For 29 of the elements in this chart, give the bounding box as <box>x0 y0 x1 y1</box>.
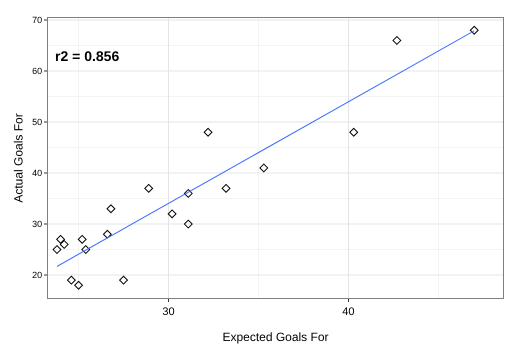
y-tick-label: 60 <box>32 66 42 76</box>
point <box>102 230 112 239</box>
y-tick-label: 70 <box>32 15 42 26</box>
y-tick-label: 20 <box>32 270 42 280</box>
point <box>81 245 90 254</box>
point <box>52 245 62 254</box>
point <box>74 280 83 290</box>
point <box>222 184 230 193</box>
x-axis-title: Expected Goals For <box>222 330 329 344</box>
point <box>184 189 193 198</box>
y-axis-title: Actual Goals For <box>11 113 26 203</box>
point <box>470 26 479 35</box>
y-tick-label: 30 <box>32 219 42 230</box>
point <box>60 240 69 249</box>
point <box>349 128 358 137</box>
annotation: r2 = 0.856 <box>55 48 120 64</box>
point <box>259 164 268 172</box>
point <box>168 209 176 218</box>
point <box>144 184 154 193</box>
point <box>204 128 212 137</box>
y-tick-label: 40 <box>32 168 42 178</box>
point <box>119 276 128 285</box>
y-tick-label: 50 <box>32 117 42 128</box>
point <box>184 220 193 228</box>
point <box>392 36 402 45</box>
point <box>106 204 116 214</box>
point <box>56 234 65 244</box>
point <box>66 276 76 285</box>
point <box>78 234 87 244</box>
